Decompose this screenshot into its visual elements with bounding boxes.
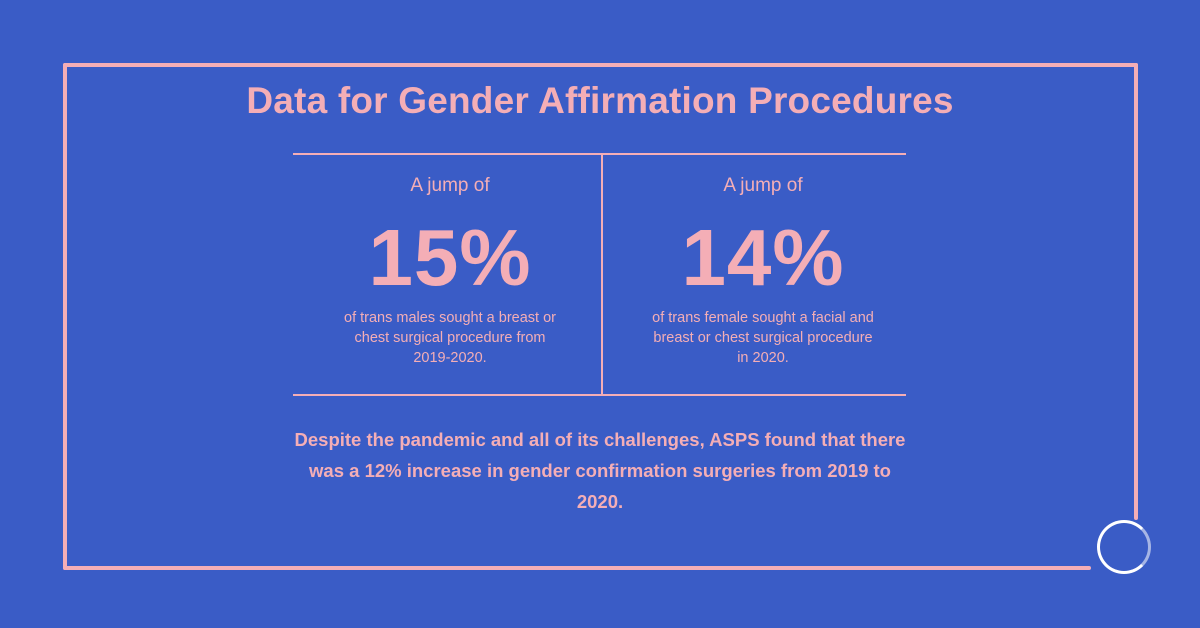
- frame-left-line: [63, 63, 67, 570]
- stats-top-divider: [293, 153, 906, 155]
- frame-top-line: [63, 63, 1138, 67]
- summary-text: Despite the pandemic and all of its chal…: [294, 429, 906, 512]
- stat-percentage: 14%: [681, 213, 845, 302]
- frame-bottom-line: [63, 566, 1091, 570]
- circle-logo-icon: [1097, 520, 1151, 574]
- stats-center-divider: [601, 155, 603, 394]
- stat-description: of trans female sought a facial and brea…: [652, 310, 874, 366]
- stat-lead-text: A jump of: [723, 175, 803, 196]
- stats-bottom-divider: [293, 394, 906, 396]
- stat-lead-text: A jump of: [410, 175, 490, 196]
- stat-card-trans-males: A jump of 15% of trans males sought a br…: [300, 172, 600, 368]
- stat-description: of trans males sought a breast or chest …: [344, 310, 556, 366]
- frame-right-line: [1134, 63, 1138, 520]
- page-title: Data for Gender Affirmation Procedures: [246, 80, 954, 121]
- stat-percentage: 15%: [368, 213, 532, 302]
- stat-card-trans-female: A jump of 14% of trans female sought a f…: [613, 172, 913, 368]
